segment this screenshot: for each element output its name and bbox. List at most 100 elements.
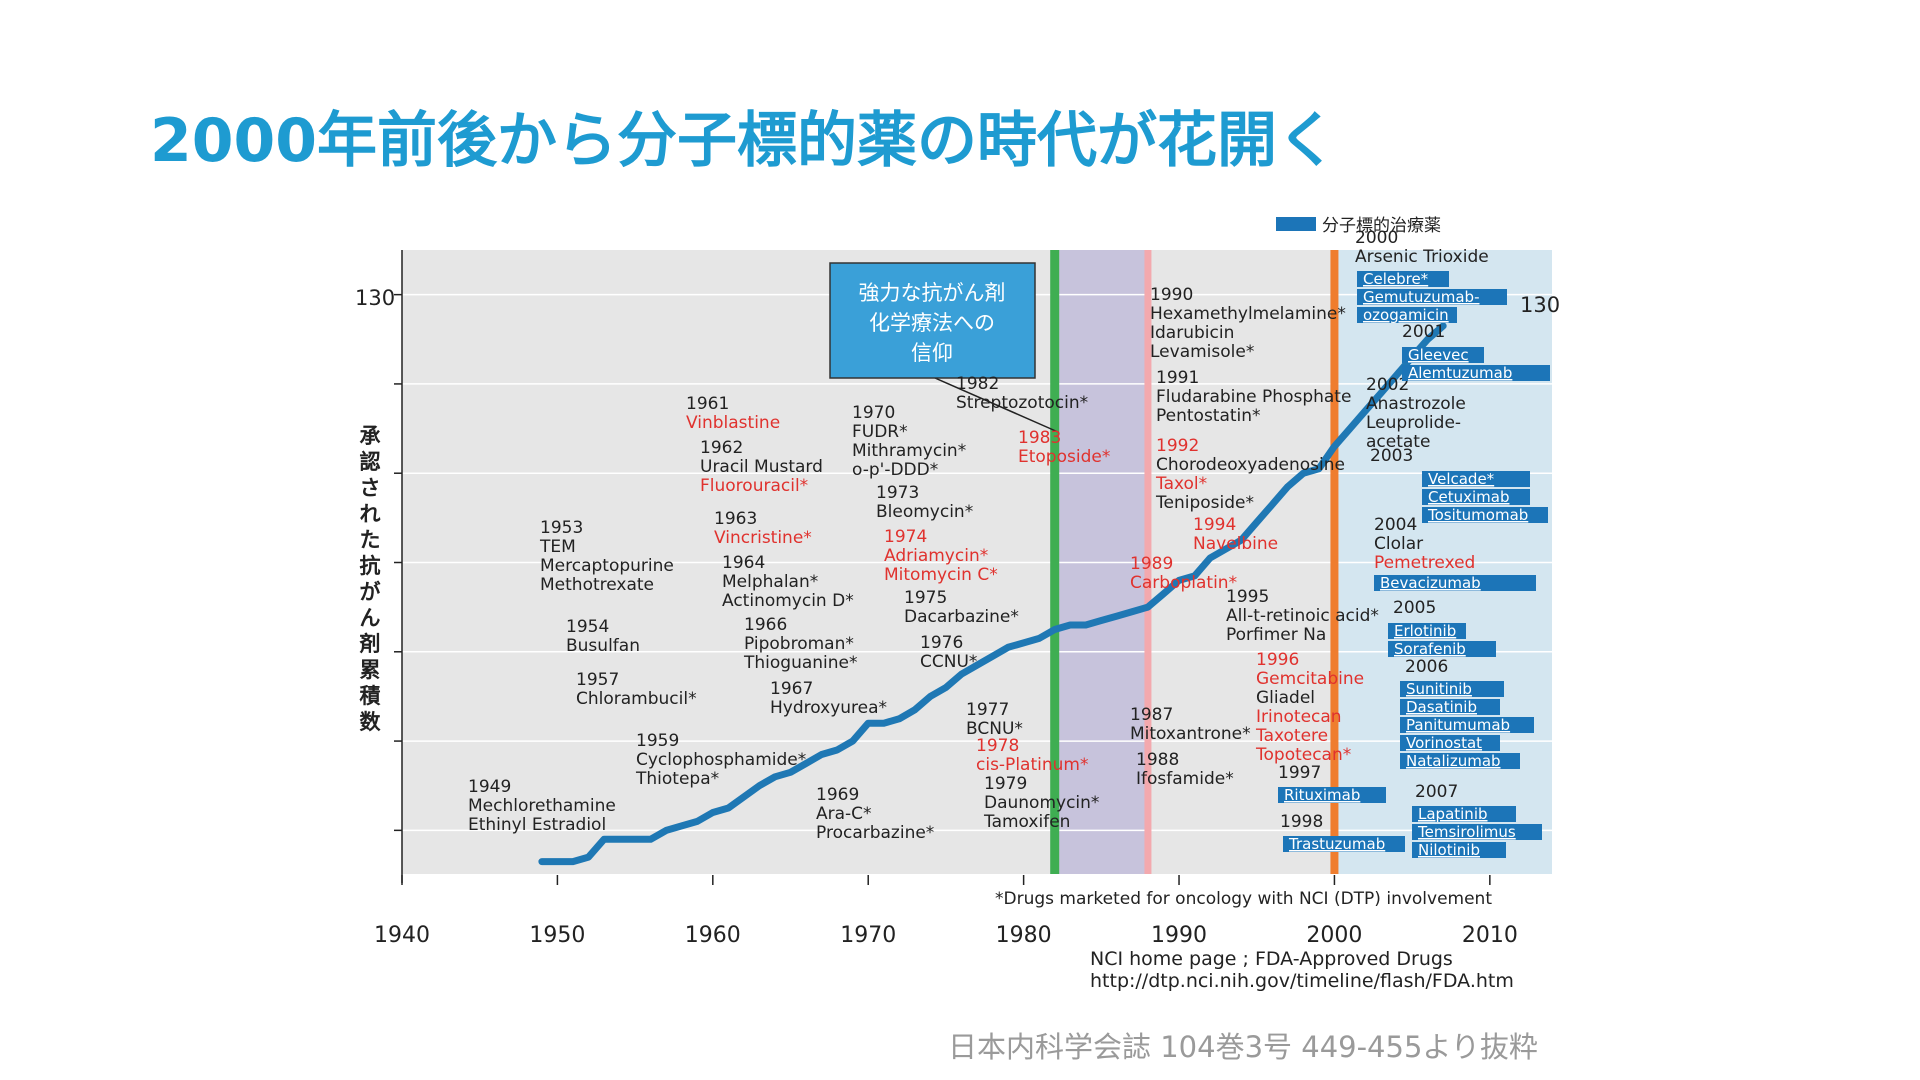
- drug-label: 2006: [1405, 657, 1448, 677]
- drug-label: Navelbine: [1193, 534, 1278, 554]
- drug-label: 2007: [1415, 782, 1458, 802]
- y-value-label-right: 130: [1520, 293, 1560, 317]
- drug-label: Anastrozole: [1366, 394, 1466, 414]
- targeted-drug-box: [1412, 806, 1516, 822]
- callout-leader: [934, 377, 1059, 433]
- targeted-drug-name: Nilotinib: [1418, 841, 1480, 859]
- drug-label: Cyclophosphamide*: [636, 750, 806, 770]
- callout-box: [829, 262, 1036, 379]
- targeted-drug-name: Alemtuzumab: [1408, 364, 1512, 382]
- y-axis-label-char: れ: [360, 502, 381, 526]
- drug-label: 1969: [816, 785, 859, 805]
- drug-label: cis-Platinum*: [976, 755, 1088, 775]
- drug-label: 1970: [852, 403, 895, 423]
- drug-label: All-t-retinoic acid*: [1226, 606, 1379, 626]
- drug-label: 2000: [1355, 228, 1398, 248]
- drug-label: acetate: [1366, 432, 1430, 452]
- drug-label: Streptozotocin*: [956, 393, 1088, 413]
- drug-label: Adriamycin*: [884, 546, 988, 566]
- drug-label: Hexamethylmelamine*: [1150, 304, 1346, 324]
- targeted-drug-box: [1374, 575, 1536, 591]
- drug-label: 2001: [1402, 322, 1445, 342]
- x-tick-label: 2000: [1306, 923, 1362, 948]
- drug-label: 1975: [904, 588, 947, 608]
- drug-label: 1953: [540, 518, 583, 538]
- drug-label: Mitoxantrone*: [1130, 724, 1251, 744]
- targeted-drug-name: ozogamicin: [1363, 306, 1449, 324]
- source-line-1: NCI home page ; FDA-Approved Drugs: [1090, 948, 1453, 970]
- targeted-drug-name: Panitumumab: [1406, 716, 1510, 734]
- targeted-drug-name: Natalizumab: [1406, 752, 1501, 770]
- targeted-drug-box: [1400, 681, 1504, 697]
- drug-label: 1954: [566, 617, 609, 637]
- drug-label: Thiotepa*: [635, 769, 719, 789]
- drug-label: Methotrexate: [540, 575, 654, 595]
- callout-line-1: 強力な抗がん剤: [859, 281, 1006, 305]
- drug-label: Actinomycin D*: [722, 591, 854, 611]
- y-axis-label-char: 積: [360, 684, 382, 708]
- y-axis-label-char: さ: [360, 476, 381, 500]
- targeted-drug-name: Velcade*: [1428, 470, 1495, 488]
- drug-label: Uracil Mustard: [700, 457, 823, 477]
- targeted-drug-box: [1400, 753, 1520, 769]
- targeted-drug-box: [1422, 489, 1530, 505]
- drug-label: 1964: [722, 553, 765, 573]
- drug-label: Pentostatin*: [1156, 406, 1261, 426]
- drug-label: Levamisole*: [1150, 342, 1254, 362]
- drug-label: 1959: [636, 731, 679, 751]
- targeted-drug-name: Lapatinib: [1418, 805, 1488, 823]
- targeted-drug-name: Trastuzumab: [1288, 835, 1385, 853]
- drug-label: o-p'-DDD*: [852, 460, 938, 480]
- y-axis-label-char: 数: [360, 710, 382, 734]
- targeted-drug-box: [1388, 623, 1466, 639]
- y-axis-label-char: 剤: [359, 632, 381, 656]
- targeted-drug-name: Dasatinib: [1406, 698, 1477, 716]
- drug-label: Tamoxifen: [983, 812, 1070, 832]
- drug-label: Thioguanine*: [743, 653, 858, 673]
- y-axis-label-char: 承: [360, 424, 381, 448]
- drug-label: 1976: [920, 633, 963, 653]
- drug-label: Vincristine*: [714, 528, 812, 548]
- y-value-label-left: 130: [355, 286, 395, 310]
- targeted-drug-box: [1400, 699, 1500, 715]
- drug-label: 1997: [1278, 763, 1321, 783]
- y-axis-label-char: 抗: [360, 554, 381, 578]
- drug-label: Mithramycin*: [852, 441, 966, 461]
- drug-label: Pipobroman*: [744, 634, 854, 654]
- drug-label: BCNU*: [966, 719, 1023, 739]
- drug-label: Hydroxyurea*: [770, 698, 887, 718]
- citation: 日本内科学会誌 104巻3号 449-455より抜粋: [948, 1030, 1538, 1064]
- drug-label: 1994: [1193, 515, 1236, 535]
- drug-label: 1961: [686, 394, 729, 414]
- source-line-2: http://dtp.nci.nih.gov/timeline/flash/FD…: [1090, 970, 1514, 992]
- targeted-drug-box: [1402, 347, 1484, 363]
- drug-label: 1962: [700, 438, 743, 458]
- drug-label: Idarubicin: [1150, 323, 1234, 343]
- targeted-drug-box: [1402, 365, 1550, 381]
- targeted-drug-box: [1412, 842, 1506, 858]
- drug-label: Etoposide*: [1018, 447, 1110, 467]
- drug-label: 1979: [984, 774, 1027, 794]
- footnote: *Drugs marketed for oncology with NCI (D…: [995, 889, 1492, 909]
- drug-label: Procarbazine*: [816, 823, 934, 843]
- drug-label: CCNU*: [920, 652, 977, 672]
- targeted-drug-name: Tositumomab: [1427, 506, 1528, 524]
- targeted-drug-name: Sorafenib: [1394, 640, 1466, 658]
- drug-label: Ara-C*: [816, 804, 872, 824]
- x-tick-label: 2010: [1462, 923, 1518, 948]
- drug-label: Leuprolide-: [1366, 413, 1461, 433]
- targeted-drug-box: [1400, 717, 1534, 733]
- drug-label: 1998: [1280, 812, 1323, 832]
- drug-label: 2002: [1366, 375, 1409, 395]
- drug-label: 1973: [876, 483, 919, 503]
- legend-label: 分子標的治療薬: [1322, 216, 1441, 236]
- targeted-drug-box: [1422, 507, 1548, 523]
- targeted-drug-box: [1357, 289, 1507, 305]
- targeted-drug-box: [1357, 307, 1457, 323]
- drug-label: Ifosfamide*: [1136, 769, 1234, 789]
- y-axis-label-char: 認: [360, 450, 381, 474]
- drug-label: Gemcitabine: [1256, 669, 1364, 689]
- drug-label: 1990: [1150, 285, 1193, 305]
- x-tick-label: 1990: [1151, 923, 1207, 948]
